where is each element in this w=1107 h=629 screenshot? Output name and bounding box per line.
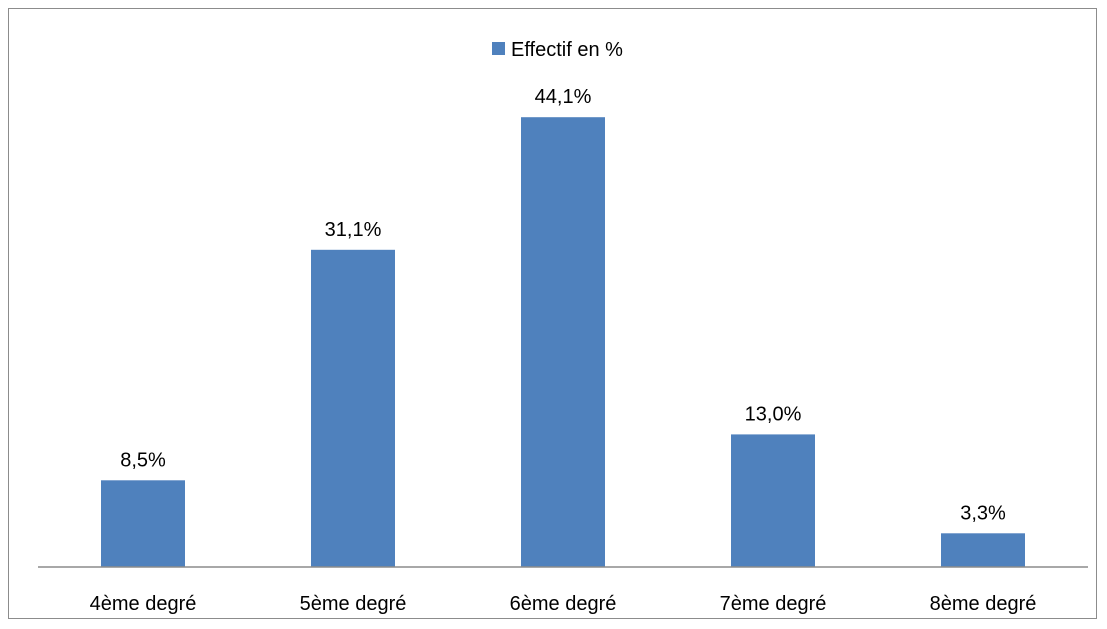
data-label: 13,0% (745, 403, 802, 425)
data-label: 8,5% (120, 449, 166, 471)
x-tick-label: 4ème degré (90, 593, 197, 615)
x-tick-label: 6ème degré (510, 593, 617, 615)
bar (101, 480, 185, 567)
bar (731, 434, 815, 567)
bar (941, 533, 1025, 567)
legend-swatch (492, 42, 505, 55)
x-tick-label: 5ème degré (300, 593, 407, 615)
legend: Effectif en % (492, 39, 623, 61)
data-label: 3,3% (960, 502, 1006, 524)
data-labels-group: 8,5% 31,1% 44,1% 13,0% 3,3% (120, 86, 1006, 524)
x-tick-label: 7ème degré (720, 593, 827, 615)
legend-label: Effectif en % (511, 39, 623, 61)
data-label: 44,1% (535, 86, 592, 108)
x-axis-tick-labels: 4ème degré 5ème degré 6ème degré 7ème degré… (90, 593, 1037, 615)
data-label: 31,1% (325, 219, 382, 241)
bars-group (101, 117, 1025, 568)
bar (311, 249, 395, 568)
bar (521, 117, 605, 567)
x-tick-label: 8ème degré (930, 593, 1037, 615)
